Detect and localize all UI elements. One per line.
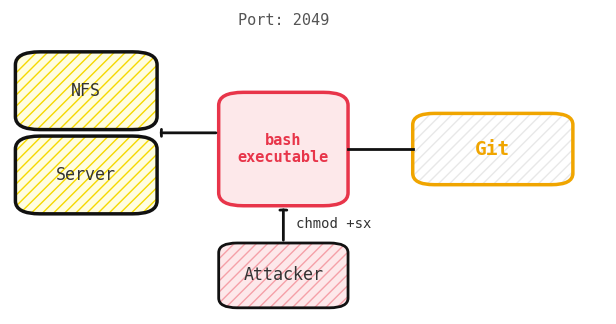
FancyBboxPatch shape <box>413 113 573 185</box>
Text: chmod +sx: chmod +sx <box>296 217 371 231</box>
Text: Git: Git <box>475 140 511 158</box>
Text: Server: Server <box>56 166 116 184</box>
Text: bash
executable: bash executable <box>238 133 329 165</box>
FancyBboxPatch shape <box>219 243 348 308</box>
Text: Port: 2049: Port: 2049 <box>238 13 329 28</box>
FancyBboxPatch shape <box>219 92 348 206</box>
FancyBboxPatch shape <box>15 136 157 214</box>
Text: NFS: NFS <box>71 82 101 100</box>
FancyBboxPatch shape <box>15 52 157 130</box>
Text: Attacker: Attacker <box>243 266 323 284</box>
